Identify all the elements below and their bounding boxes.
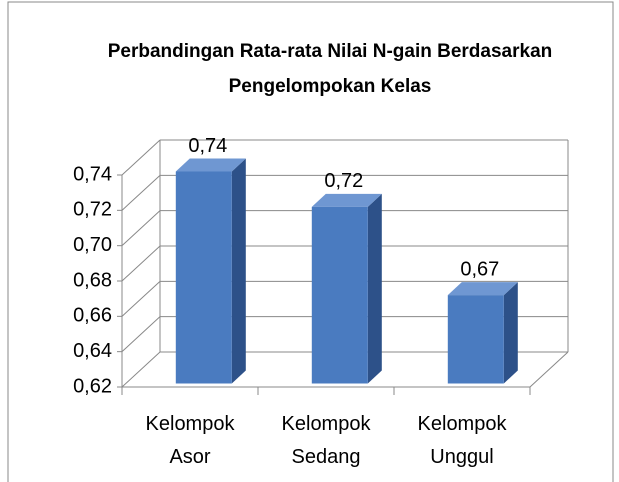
- bar-side: [503, 282, 518, 384]
- bar-top: [175, 158, 246, 172]
- x-tick-label: Kelompok Asor: [145, 413, 235, 468]
- bar-side: [367, 193, 382, 384]
- bar: [175, 158, 246, 384]
- bar: [311, 193, 382, 384]
- grid-line: [121, 351, 161, 388]
- bar-front: [311, 206, 368, 384]
- grid-line: [121, 174, 161, 211]
- data-label: 0,74: [188, 135, 227, 157]
- x-tick-label: Kelompok Sedang: [281, 413, 371, 468]
- y-tick-label: 0,70: [73, 234, 112, 256]
- data-label: 0,67: [460, 258, 499, 280]
- data-label: 0,72: [324, 170, 363, 192]
- grid-line: [121, 280, 161, 317]
- bar: [447, 282, 518, 384]
- grid-line: [121, 139, 161, 176]
- bar-top: [311, 193, 382, 207]
- bar-top: [447, 282, 518, 296]
- bar-front: [447, 295, 504, 384]
- y-tick-label: 0,62: [73, 375, 112, 397]
- grid-line: [121, 316, 161, 353]
- bar-side: [231, 158, 246, 384]
- grid-line: [121, 210, 161, 247]
- bar-front: [175, 171, 232, 384]
- y-tick-label: 0,74: [73, 163, 112, 185]
- y-tick-label: 0,72: [73, 199, 112, 221]
- y-tick-label: 0,66: [73, 305, 112, 327]
- grid-line: [121, 245, 161, 282]
- y-tick-label: 0,68: [73, 269, 112, 291]
- chart-title: Perbandingan Rata-rata Nilai N-gain Berd…: [107, 41, 553, 97]
- y-tick-label: 0,64: [73, 340, 112, 362]
- x-tick-label: Kelompok Unggul: [417, 413, 507, 468]
- chart-frame: [7, 1, 614, 482]
- floor-edge: [529, 351, 569, 388]
